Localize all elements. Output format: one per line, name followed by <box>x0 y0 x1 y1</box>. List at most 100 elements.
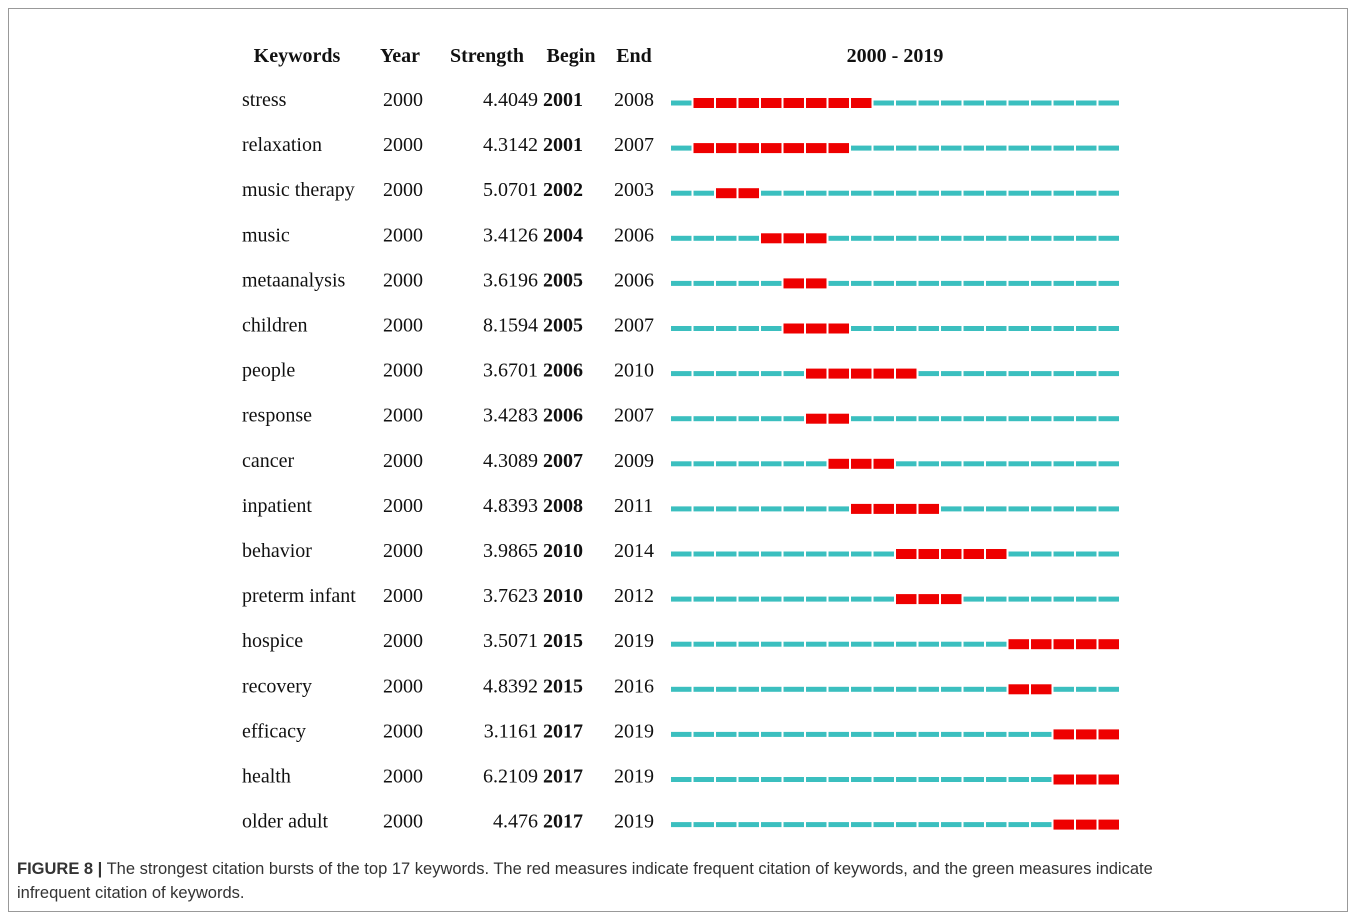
timeline-segment <box>738 551 759 557</box>
burst-segment <box>1098 729 1119 740</box>
burst-segment <box>783 143 804 154</box>
timeline-segment <box>963 280 984 286</box>
timeline-segment <box>1031 506 1052 512</box>
burst-segment <box>716 143 737 154</box>
timeline-segment <box>693 461 714 467</box>
burst-segment <box>896 503 917 514</box>
timeline-segment <box>918 100 939 106</box>
timeline-segment <box>716 280 737 286</box>
end: 2011 <box>614 495 653 517</box>
strength: 4.8393 <box>483 495 538 517</box>
timeline-segment <box>783 190 804 196</box>
timeline-segment <box>941 326 962 331</box>
burst-segment <box>851 98 872 108</box>
caption-line-1: FIGURE 8 | The strongest citation bursts… <box>17 860 1153 878</box>
begin: 2010 <box>543 540 583 562</box>
end: 2008 <box>614 89 654 111</box>
timeline-segment <box>693 371 714 377</box>
begin: 2007 <box>543 450 583 472</box>
timeline-segment <box>1076 371 1097 377</box>
strength: 6.2109 <box>483 766 538 788</box>
timeline-segment <box>851 280 872 286</box>
timeline-segment <box>716 822 737 828</box>
begin: 2010 <box>543 585 583 607</box>
keyword: children <box>242 315 308 337</box>
end: 2010 <box>614 360 654 382</box>
strength: 3.4283 <box>483 405 538 427</box>
timeline-segment <box>1076 416 1097 422</box>
timeline-header: 2000 - 2019 <box>847 45 944 67</box>
timeline-segment <box>986 145 1007 151</box>
timeline-segment <box>1098 461 1119 467</box>
end: 2019 <box>614 630 654 652</box>
timeline-segment <box>693 731 714 737</box>
burst-segment <box>783 98 804 108</box>
timeline-segment <box>986 100 1007 106</box>
timeline-segment <box>896 731 917 737</box>
timeline-segment <box>986 596 1007 602</box>
year: 2000 <box>383 450 423 472</box>
timeline-segment <box>851 641 872 647</box>
year: 2000 <box>383 89 423 111</box>
timeline-segment <box>1031 326 1052 331</box>
timeline-segment <box>1076 235 1097 241</box>
timeline-segment <box>963 686 984 692</box>
timeline-segment <box>671 235 692 241</box>
strength: 3.4126 <box>483 224 538 246</box>
timeline-segment <box>1076 326 1097 331</box>
timeline-segment <box>1098 686 1119 692</box>
timeline-segment <box>1031 461 1052 467</box>
burst-segment <box>806 413 827 424</box>
burst-segment <box>828 323 849 334</box>
timeline-segment <box>873 777 894 782</box>
timeline-segment <box>761 551 782 557</box>
strength: 4.3089 <box>483 450 538 472</box>
timeline-segment <box>806 777 827 782</box>
timeline-segment <box>1098 235 1119 241</box>
timeline-segment <box>693 280 714 286</box>
timeline-segment <box>851 235 872 241</box>
burst-segment <box>806 98 827 108</box>
timeline-segment <box>828 731 849 737</box>
burst-segment <box>918 503 939 514</box>
timeline-segment <box>828 596 849 602</box>
timeline-segment <box>761 190 782 196</box>
strength: 5.0701 <box>483 179 538 201</box>
timeline-segment <box>1053 235 1074 241</box>
timeline-segment <box>986 416 1007 422</box>
timeline-segment <box>1031 145 1052 151</box>
timeline-segment <box>1031 822 1052 828</box>
timeline-segment <box>851 731 872 737</box>
keyword: cancer <box>242 450 295 472</box>
keyword: hospice <box>242 630 303 652</box>
keyword: behavior <box>242 540 312 562</box>
timeline-segment <box>738 280 759 286</box>
timeline-segment <box>671 506 692 512</box>
timeline-segment <box>941 686 962 692</box>
timeline-segment <box>1053 190 1074 196</box>
timeline-segment <box>986 190 1007 196</box>
timeline-segment <box>963 506 984 512</box>
timeline-segment <box>851 326 872 331</box>
timeline-segment <box>738 371 759 377</box>
timeline-segment <box>693 326 714 331</box>
timeline-segment <box>963 371 984 377</box>
strength: 3.7623 <box>483 585 538 607</box>
timeline-segment <box>873 596 894 602</box>
timeline-segment <box>918 416 939 422</box>
timeline-segment <box>1031 280 1052 286</box>
timeline-segment <box>1098 416 1119 422</box>
burst-segment <box>963 549 984 559</box>
burst-segment <box>828 368 849 379</box>
timeline-segment <box>671 777 692 782</box>
timeline-segment <box>716 777 737 782</box>
timeline-segment <box>716 596 737 602</box>
timeline-segment <box>693 551 714 557</box>
timeline-segment <box>986 731 1007 737</box>
burst-segment <box>738 188 759 199</box>
timeline-segment <box>963 416 984 422</box>
timeline-segment <box>896 416 917 422</box>
burst-segment <box>716 188 737 199</box>
timeline-segment <box>761 686 782 692</box>
timeline-segment <box>918 461 939 467</box>
